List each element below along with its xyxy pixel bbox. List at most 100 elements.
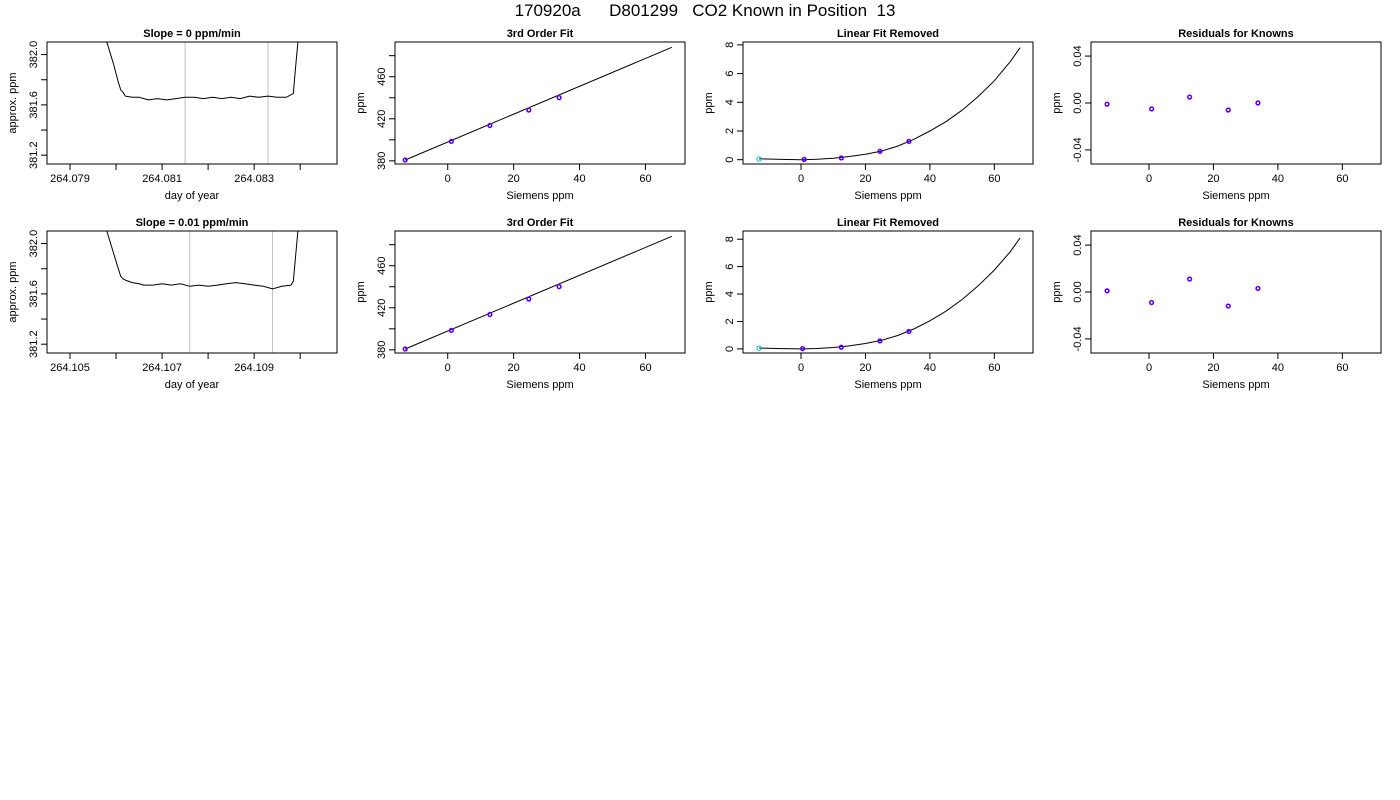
x-tick-label: 60: [639, 173, 651, 185]
y-tick-label: 381.6: [28, 91, 40, 119]
data-point: [839, 155, 844, 161]
data-point: [877, 338, 883, 344]
chart-panel-5: Slope = 0.01 ppm/min 264.105 264.107 264.10…: [7, 217, 338, 391]
chart-title: Linear Fit Removed: [837, 28, 939, 40]
x-tick-label: 264.105: [50, 362, 90, 374]
x-tick-label: 40: [573, 173, 585, 185]
data-point: [487, 312, 493, 317]
y-tick-label: 4: [724, 291, 736, 297]
y-tick-label: 0: [724, 346, 736, 352]
data-point: [756, 345, 762, 351]
y-tick-label: 420: [376, 299, 388, 317]
series-line: [106, 42, 299, 101]
y-tick-label: -0.04: [1072, 137, 1084, 162]
data-point: [449, 328, 454, 333]
x-axis-label: Siemens ppm: [854, 190, 921, 202]
data-point: [556, 284, 562, 289]
data-point: [1226, 303, 1231, 309]
y-axis-label: ppm: [1051, 92, 1063, 113]
y-tick-label: 8: [724, 42, 736, 48]
plot-data-area: [1104, 276, 1261, 309]
y-axis-label: approx. ppm: [7, 261, 19, 322]
y-tick-label: 460: [376, 257, 388, 275]
x-tick-label: 20: [859, 362, 871, 374]
chart-panel-8: Residuals for Knowns 0 20 40 60 -0.04 0.00 0.04…: [1051, 217, 1382, 391]
x-axis-label: Siemens ppm: [1202, 190, 1269, 202]
x-tick-label: 20: [1207, 173, 1219, 185]
data-point: [1187, 94, 1192, 100]
x-tick-label: 60: [988, 173, 1000, 185]
x-tick-label: 264.107: [142, 362, 182, 374]
y-tick-label: 380: [376, 341, 388, 359]
x-tick-label: 40: [1272, 362, 1284, 374]
data-point: [403, 346, 408, 352]
y-tick-label: 0.00: [1072, 281, 1084, 302]
chart-panel-7: Linear Fit Removed 0 20 40 60 0 2 4 6 8 Siemens pp…: [703, 217, 1034, 391]
y-axis-label: ppm: [703, 281, 715, 302]
data-point: [1187, 276, 1192, 282]
y-tick-label: -0.04: [1072, 326, 1084, 351]
data-point: [526, 107, 531, 113]
y-tick-label: 382.0: [28, 41, 40, 69]
y-tick-label: 6: [724, 264, 736, 270]
data-point: [449, 139, 454, 144]
y-tick-label: 381.2: [28, 330, 40, 358]
chart-title: 3rd Order Fit: [507, 28, 574, 40]
series-line: [106, 231, 299, 290]
y-tick-label: 460: [376, 68, 388, 86]
data-point: [802, 157, 807, 162]
plot-frame: [742, 230, 1034, 354]
data-point: [906, 329, 912, 334]
y-tick-label: 382.0: [28, 230, 40, 258]
chart-title: Slope = 0.01 ppm/min: [136, 217, 249, 229]
y-axis-label: ppm: [703, 92, 715, 113]
fit-curve: [405, 235, 672, 350]
page-title: 170920a D801299 CO2 Known in Position 13: [514, 1, 896, 20]
y-tick-label: 6: [724, 71, 736, 77]
chart-panel-1: Slope = 0 ppm/min 264.079 264.081 264.083 38…: [7, 28, 338, 202]
y-tick-label: 0.04: [1072, 234, 1084, 255]
chart-title: Residuals for Knowns: [1178, 217, 1294, 229]
chart-title: Slope = 0 ppm/min: [143, 28, 241, 40]
x-axis-label: Siemens ppm: [1202, 379, 1269, 391]
data-point: [839, 345, 844, 350]
plot-data-area: [1104, 94, 1261, 113]
data-point: [1104, 288, 1110, 294]
x-tick-label: 20: [1207, 362, 1219, 374]
plot-frame: [394, 230, 686, 354]
y-tick-label: 0.04: [1072, 45, 1084, 66]
fit-curve: [759, 47, 1021, 161]
x-axis-label: day of year: [165, 190, 220, 202]
y-tick-label: 381.6: [28, 280, 40, 308]
x-tick-label: 0: [798, 362, 804, 374]
x-axis-label: day of year: [165, 379, 220, 391]
x-tick-label: 0: [798, 173, 804, 185]
x-axis-label: Siemens ppm: [506, 190, 573, 202]
data-point: [487, 123, 493, 128]
chart-panel-2: 3rd Order Fit 0 20 40 60 380 420 460 Siemens ppm…: [355, 28, 686, 202]
y-axis-label: ppm: [355, 92, 367, 113]
plot-data-area: [106, 42, 299, 101]
plot-frame: [1090, 230, 1382, 354]
chart-panel-3: Linear Fit Removed 0 20 40 60 0 2 4 6 8 Siemens pp…: [703, 28, 1034, 202]
x-tick-label: 40: [924, 173, 936, 185]
data-point: [800, 346, 805, 351]
plot-data-area: [756, 47, 1021, 163]
x-tick-label: 264.109: [234, 362, 274, 374]
y-tick-label: 380: [376, 152, 388, 170]
x-tick-label: 40: [573, 362, 585, 374]
x-tick-label: 0: [1146, 173, 1152, 185]
chart-title: 3rd Order Fit: [507, 217, 574, 229]
y-tick-label: 2: [724, 128, 736, 134]
chart-title: Residuals for Knowns: [1178, 28, 1294, 40]
plot-data-area: [106, 231, 299, 290]
x-axis-label: Siemens ppm: [854, 379, 921, 391]
plot-data-area: [402, 46, 672, 163]
x-tick-label: 60: [1336, 362, 1348, 374]
y-tick-label: 4: [724, 99, 736, 105]
x-tick-label: 0: [445, 362, 451, 374]
data-point: [877, 149, 883, 154]
y-axis-label: approx. ppm: [7, 72, 19, 133]
x-tick-label: 264.079: [50, 173, 90, 185]
